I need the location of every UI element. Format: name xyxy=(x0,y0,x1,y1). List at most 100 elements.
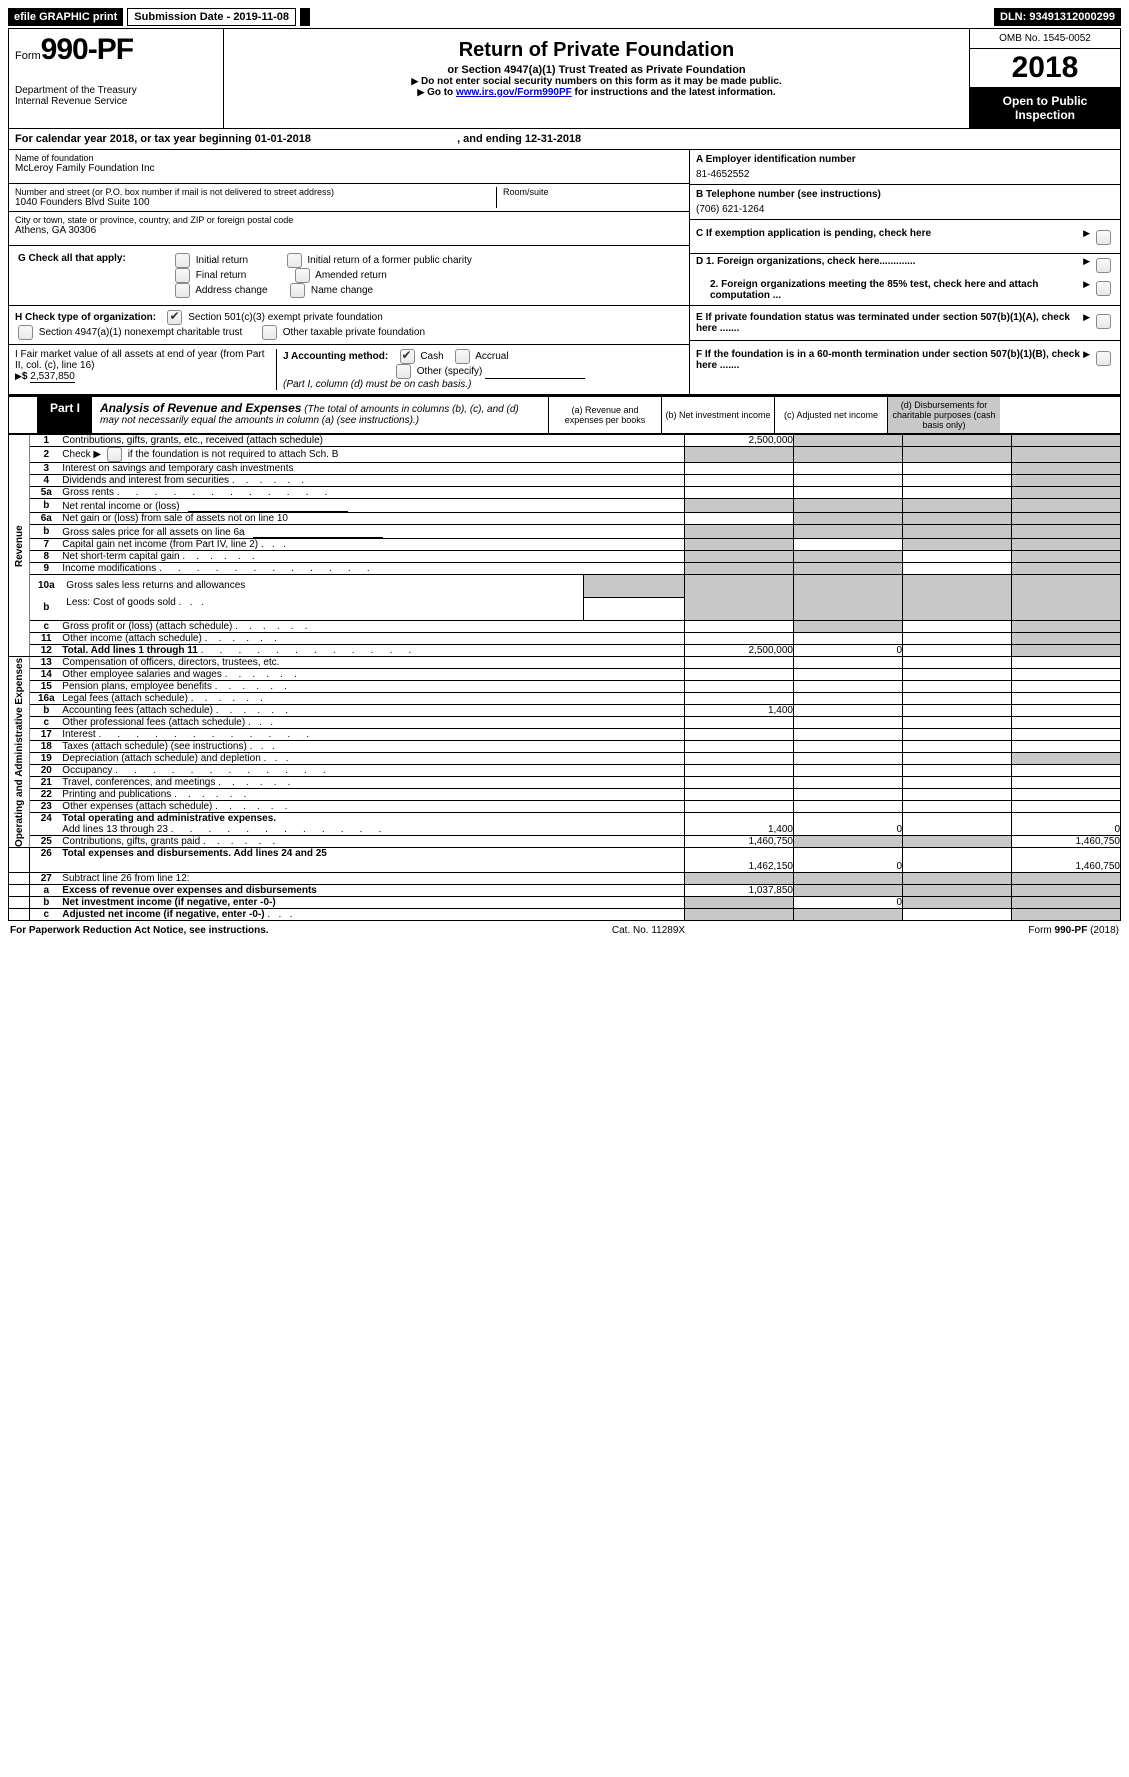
dln-badge: DLN: 93491312000299 xyxy=(994,8,1121,26)
501c3-checkbox[interactable] xyxy=(167,310,182,325)
desc-19: Depreciation (attach schedule) and deple… xyxy=(62,753,684,765)
row-27: 27 Subtract line 26 from line 12: xyxy=(9,873,1121,885)
amt-1c xyxy=(903,435,1012,447)
arrow-icon xyxy=(1083,228,1090,239)
g-label: G Check all that apply: xyxy=(18,253,126,264)
desc-10ab: Gross sales less returns and allowances … xyxy=(62,575,684,621)
part1-header: Part I Analysis of Revenue and Expenses … xyxy=(8,395,1121,434)
j-other: Other (specify) xyxy=(417,366,483,377)
expenses-side-label: Operating and Administrative Expenses xyxy=(9,657,30,848)
status-terminated-checkbox[interactable] xyxy=(1096,314,1111,329)
cash-checkbox[interactable] xyxy=(400,349,415,364)
header-left: Form990-PF Department of the Treasury In… xyxy=(9,29,224,128)
col-c-header: (c) Adjusted net income xyxy=(774,397,887,433)
name-change-checkbox[interactable] xyxy=(290,283,305,298)
desc-3: Interest on savings and temporary cash i… xyxy=(62,463,684,475)
ln-21: 21 xyxy=(30,777,63,789)
row-16c: c Other professional fees (attach schedu… xyxy=(9,717,1121,729)
form-title: Return of Private Foundation xyxy=(234,39,959,62)
amt-26b: 0 xyxy=(794,848,903,873)
ln-1: 1 xyxy=(30,435,63,447)
arrow-icon xyxy=(15,371,22,382)
row-23: 23 Other expenses (attach schedule) xyxy=(9,801,1121,813)
item-f: F If the foundation is in a 60-month ter… xyxy=(690,341,1120,379)
ssn-warning: Do not enter social security numbers on … xyxy=(421,76,782,87)
row-10c: c Gross profit or (loss) (attach schedul… xyxy=(9,621,1121,633)
efile-badge: efile GRAPHIC print xyxy=(8,8,123,26)
j-cash: Cash xyxy=(420,351,443,362)
row-5a: 5a Gross rents xyxy=(9,487,1121,499)
amt-16b-a: 1,400 xyxy=(685,705,794,717)
amt-12a: 2,500,000 xyxy=(685,645,794,657)
sch-b-checkbox[interactable] xyxy=(107,447,122,462)
ln-12: 12 xyxy=(30,645,63,657)
desc-6b: Gross sales price for all assets on line… xyxy=(62,525,684,539)
amt-27a-a: 1,037,850 xyxy=(685,885,794,897)
section-j: J Accounting method: Cash Accrual Other … xyxy=(276,349,683,390)
final-return-checkbox[interactable] xyxy=(175,268,190,283)
tel-value: (706) 621-1264 xyxy=(696,204,1114,215)
60month-checkbox[interactable] xyxy=(1096,351,1111,366)
row-7: 7 Capital gain net income (from Part IV,… xyxy=(9,539,1121,551)
address-change-checkbox[interactable] xyxy=(175,283,190,298)
ln-6b: b xyxy=(30,525,63,539)
arrow-icon xyxy=(417,87,424,98)
row-18: 18 Taxes (attach schedule) (see instruct… xyxy=(9,741,1121,753)
row-25: 25 Contributions, gifts, grants paid 1,4… xyxy=(9,836,1121,848)
row-3: 3 Interest on savings and temporary cash… xyxy=(9,463,1121,475)
4947a1-checkbox[interactable] xyxy=(18,325,33,340)
ln-27b: b xyxy=(30,897,63,909)
cal-mid: , and ending xyxy=(457,133,525,145)
exemption-pending-checkbox[interactable] xyxy=(1096,230,1111,245)
other-method-checkbox[interactable] xyxy=(396,364,411,379)
ln-25: 25 xyxy=(30,836,63,848)
row-27a: a Excess of revenue over expenses and di… xyxy=(9,885,1121,897)
g-opt-0: Initial return xyxy=(196,255,248,266)
tel-cell: B Telephone number (see instructions) (7… xyxy=(690,185,1120,220)
ln-7: 7 xyxy=(30,539,63,551)
info-section: Name of foundation McLeroy Family Founda… xyxy=(8,150,1121,395)
desc-24: Total operating and administrative expen… xyxy=(62,813,684,836)
submission-date: Submission Date - 2019-11-08 xyxy=(127,8,296,26)
initial-return-former-checkbox[interactable] xyxy=(287,253,302,268)
tax-year: 2018 xyxy=(970,49,1120,88)
foreign-org-checkbox[interactable] xyxy=(1096,258,1111,273)
amt-26a: 1,462,150 xyxy=(685,848,794,873)
name-label: Name of foundation xyxy=(15,153,683,163)
calendar-year-line: For calendar year 2018, or tax year begi… xyxy=(8,129,1121,150)
form-word: Form xyxy=(15,50,41,62)
j-accrual: Accrual xyxy=(475,351,508,362)
g-opt-5: Name change xyxy=(311,285,373,296)
initial-return-checkbox[interactable] xyxy=(175,253,190,268)
other-taxable-checkbox[interactable] xyxy=(262,325,277,340)
desc-27a: Excess of revenue over expenses and disb… xyxy=(62,885,684,897)
gross-sales-field[interactable] xyxy=(253,525,383,538)
header-right: OMB No. 1545-0052 2018 Open to Public In… xyxy=(969,29,1120,128)
row-19: 19 Depreciation (attach schedule) and de… xyxy=(9,753,1121,765)
part1-desc: Analysis of Revenue and Expenses (The to… xyxy=(92,397,548,433)
accrual-checkbox[interactable] xyxy=(455,349,470,364)
arrow-icon xyxy=(1083,256,1090,267)
part1-title: Analysis of Revenue and Expenses xyxy=(100,401,301,415)
ln-9: 9 xyxy=(30,563,63,575)
amt-27b-b: 0 xyxy=(794,897,903,909)
col-b-header: (b) Net investment income xyxy=(661,397,774,433)
room-label: Room/suite xyxy=(503,187,683,197)
other-specify-field[interactable] xyxy=(485,366,585,379)
row-16a: 16a Legal fees (attach schedule) xyxy=(9,693,1121,705)
ln-24: 24 xyxy=(30,813,63,836)
g-opt-3: Amended return xyxy=(315,270,387,281)
foreign-85-checkbox[interactable] xyxy=(1096,281,1111,296)
ln-16b: b xyxy=(30,705,63,717)
net-rental-field[interactable] xyxy=(188,499,348,512)
ln-26: 26 xyxy=(30,848,63,873)
amended-return-checkbox[interactable] xyxy=(295,268,310,283)
f-label: F If the foundation is in a 60-month ter… xyxy=(696,349,1080,371)
col-d-header: (d) Disbursements for charitable purpose… xyxy=(887,397,1000,433)
desc-16c: Other professional fees (attach schedule… xyxy=(62,717,684,729)
row-1: Revenue 1 Contributions, gifts, grants, … xyxy=(9,435,1121,447)
instructions-link[interactable]: www.irs.gov/Form990PF xyxy=(456,87,572,98)
ln-10c: c xyxy=(30,621,63,633)
j-label: J Accounting method: xyxy=(283,351,388,362)
goto-prefix: Go to xyxy=(427,87,456,98)
